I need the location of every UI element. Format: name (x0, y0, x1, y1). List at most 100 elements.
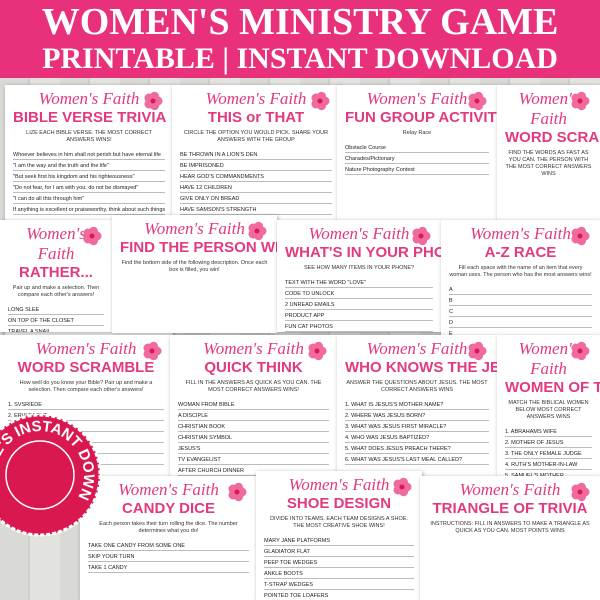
card-item: Nature Photography Contest (345, 164, 489, 175)
game-card: Women's Faith TRIANGLE OF TRIVIA INSTRUCTI… (420, 476, 600, 600)
card-title: A-Z RACE (484, 244, 557, 261)
card-subtitle: Each person takes their turn rolling the… (99, 521, 238, 534)
card-item: TRAVEL A SNAIL (8, 326, 104, 332)
card-script: Women's Faith (470, 224, 571, 243)
card-item: C (449, 306, 592, 317)
card-item: Whoever believes in him shall not perish… (13, 149, 165, 160)
card-item: 3. THE ONLY FEMALE JUDGE (505, 448, 592, 459)
card-script: Women's Faith (366, 89, 468, 108)
card-title: WOMEN OF THE BIBLE (505, 379, 600, 396)
card-item: T-STRAP WEDGES (264, 579, 414, 590)
card-subtitle: Pair up and make a selection. Then compa… (12, 285, 100, 298)
card-script: Women's Faith (308, 224, 410, 243)
flower-icon (248, 221, 267, 241)
banner-subtitle: PRINTABLE | INSTANT DOWNLOAD (42, 42, 558, 75)
game-card: Women's Faith A-Z RACE Fill each space wit… (441, 220, 600, 336)
card-item: 2. WHERE WAS JESUS BORN? (345, 410, 489, 421)
card-item: 1. SVSRIEDE (8, 399, 164, 410)
card-item: WOMAN FROM BIBLE (178, 399, 329, 410)
game-card: Women's Faith RATHER... Pair up and make a… (0, 220, 112, 332)
card-title: FIND THE PERSON WHO... (120, 239, 277, 256)
flower-icon (571, 341, 590, 361)
card-subtitle: SEE HOW MANY ITEMS IN YOUR PHONE? (303, 265, 415, 271)
card-script: Women's Faith (366, 339, 468, 358)
card-item: 2 UNREAD EMAILS (285, 299, 433, 310)
card-item: TAKE 1 CANDY (88, 562, 249, 573)
card-script: Women's Faith (518, 339, 579, 378)
card-title: QUICK THINK (204, 359, 303, 376)
card-title: WHO KNOWS THE JESUS BEST (345, 359, 497, 376)
card-item: PEEP TOE WEDGES (264, 557, 414, 568)
game-card: Women's Faith SHOE DESIGN DIVIDE INTO TEAM… (256, 471, 422, 600)
card-subtitle: FIND THE WORDS AS FAST AS YOU CAN. THE P… (505, 150, 592, 177)
card-title: WORD SCRAMBLE (505, 129, 600, 146)
flower-icon (308, 341, 327, 361)
card-item: 1. ABRAHAMS WIFE (505, 426, 592, 437)
card-title: RATHER... (19, 264, 93, 281)
card-subtitle: Fill each space with the name of an item… (449, 265, 592, 278)
card-title: TRIANGLE OF TRIVIA (432, 500, 588, 517)
card-script: Women's Faith (38, 89, 140, 108)
banner-title: WOMEN'S MINISTRY GAME (41, 1, 559, 43)
flower-icon (143, 341, 162, 361)
card-subtitle: FILL IN THE ANSWERS AS QUICK AS YOU CAN.… (185, 380, 322, 393)
card-item: A (449, 284, 592, 295)
card-item: "I can do all this through him" (13, 193, 165, 204)
card-title: WORD SCRAMBLE (17, 359, 155, 376)
card-script: Women's Faith (205, 89, 307, 108)
flower-icon (228, 482, 247, 502)
card-subtitle: INSTRUCTIONS: FILL IN ANSWERS TO MAKE A … (430, 521, 590, 534)
card-item: POINTED TOE LOAFERS (264, 590, 414, 600)
card-script: Women's Faith (518, 89, 579, 128)
card-title: FUN GROUP ACTIVITIES (345, 109, 497, 126)
card-item: ANKLE BOOTS (264, 568, 414, 579)
card-item: TV EVANGELIST (178, 454, 329, 465)
card-item: TAKE ONE CANDY FROM SOME ONE (88, 540, 249, 551)
seal: ME'S INSTANT DOWN (0, 413, 102, 537)
card-item: HAVE SAMSON'S STRENGTH (180, 204, 332, 215)
flower-icon (571, 91, 590, 111)
card-item: JESUS'S (178, 443, 329, 454)
flower-icon (571, 482, 590, 502)
flower-icon (83, 226, 102, 246)
banner: WOMEN'S MINISTRY GAME PRINTABLE | INSTAN… (0, 0, 600, 78)
card-item: HEAR GOD'S COMMANDMENTS (180, 171, 332, 182)
card-item: Charades/Pictionary (345, 153, 489, 164)
card-script: Women's Faith (459, 480, 561, 499)
flower-icon (311, 91, 330, 111)
card-item: "I am the way and the truth and the life… (13, 160, 165, 171)
card-script: Women's Faith (118, 480, 219, 499)
card-item: ON TOP OF THE CLOSET (8, 315, 104, 326)
card-subtitle: Find the bottom side of the following de… (121, 260, 268, 273)
flower-icon (468, 91, 487, 111)
flower-icon (468, 341, 487, 361)
card-item: FUN CAT PHOTOS (285, 321, 433, 332)
card-subtitle: ANSWER THE QUESTIONS ABOUT JESUS. THE MO… (346, 380, 488, 393)
card-item: 5. WHAT DOES JESUS PREACH THERE? (345, 443, 489, 454)
card-item: 6. WHAT WAS JESUS'S LAST MEAL CALLED? (345, 454, 489, 465)
card-item: AFTER CHURCH DINNER (178, 465, 329, 476)
game-card: Women's Faith CANDY DICE Each person takes… (80, 476, 257, 600)
card-item: MARY JANE PLATFORMS (264, 535, 414, 546)
card-item: BE THROWN IN A LION'S DEN (180, 149, 332, 160)
card-script: Women's Faith (203, 339, 304, 358)
card-item: 1. WHAT IS JESUS'S MOTHER NAME? (345, 399, 489, 410)
card-title: CANDY DICE (121, 500, 216, 517)
card-item: 4. WHO WAS JESUS BAPTIZED? (345, 432, 489, 443)
card-item: "But seek first his kingdom and his righ… (13, 171, 165, 182)
game-card: Women's Faith QUICK THINK FILL IN THE ANSW… (170, 335, 337, 483)
card-subtitle: DIVIDE INTO TEAMS. EACH TEAM DESIGNS A S… (270, 516, 408, 529)
card-title: WHAT'S IN YOUR PHONE (285, 244, 441, 261)
card-subtitle: Relay Race (402, 130, 432, 136)
card-item: SKIP YOUR TURN (88, 551, 249, 562)
card-item: 4. RUTH'S MOTHER-IN-LAW (505, 459, 592, 470)
card-item: E (449, 328, 592, 336)
card-script: Women's Faith (26, 224, 86, 263)
card-item: D (449, 317, 592, 328)
flower-icon (412, 226, 431, 246)
card-item: GLADIATOR FLAT (264, 546, 414, 557)
card-script: Women's Faith (35, 339, 137, 358)
